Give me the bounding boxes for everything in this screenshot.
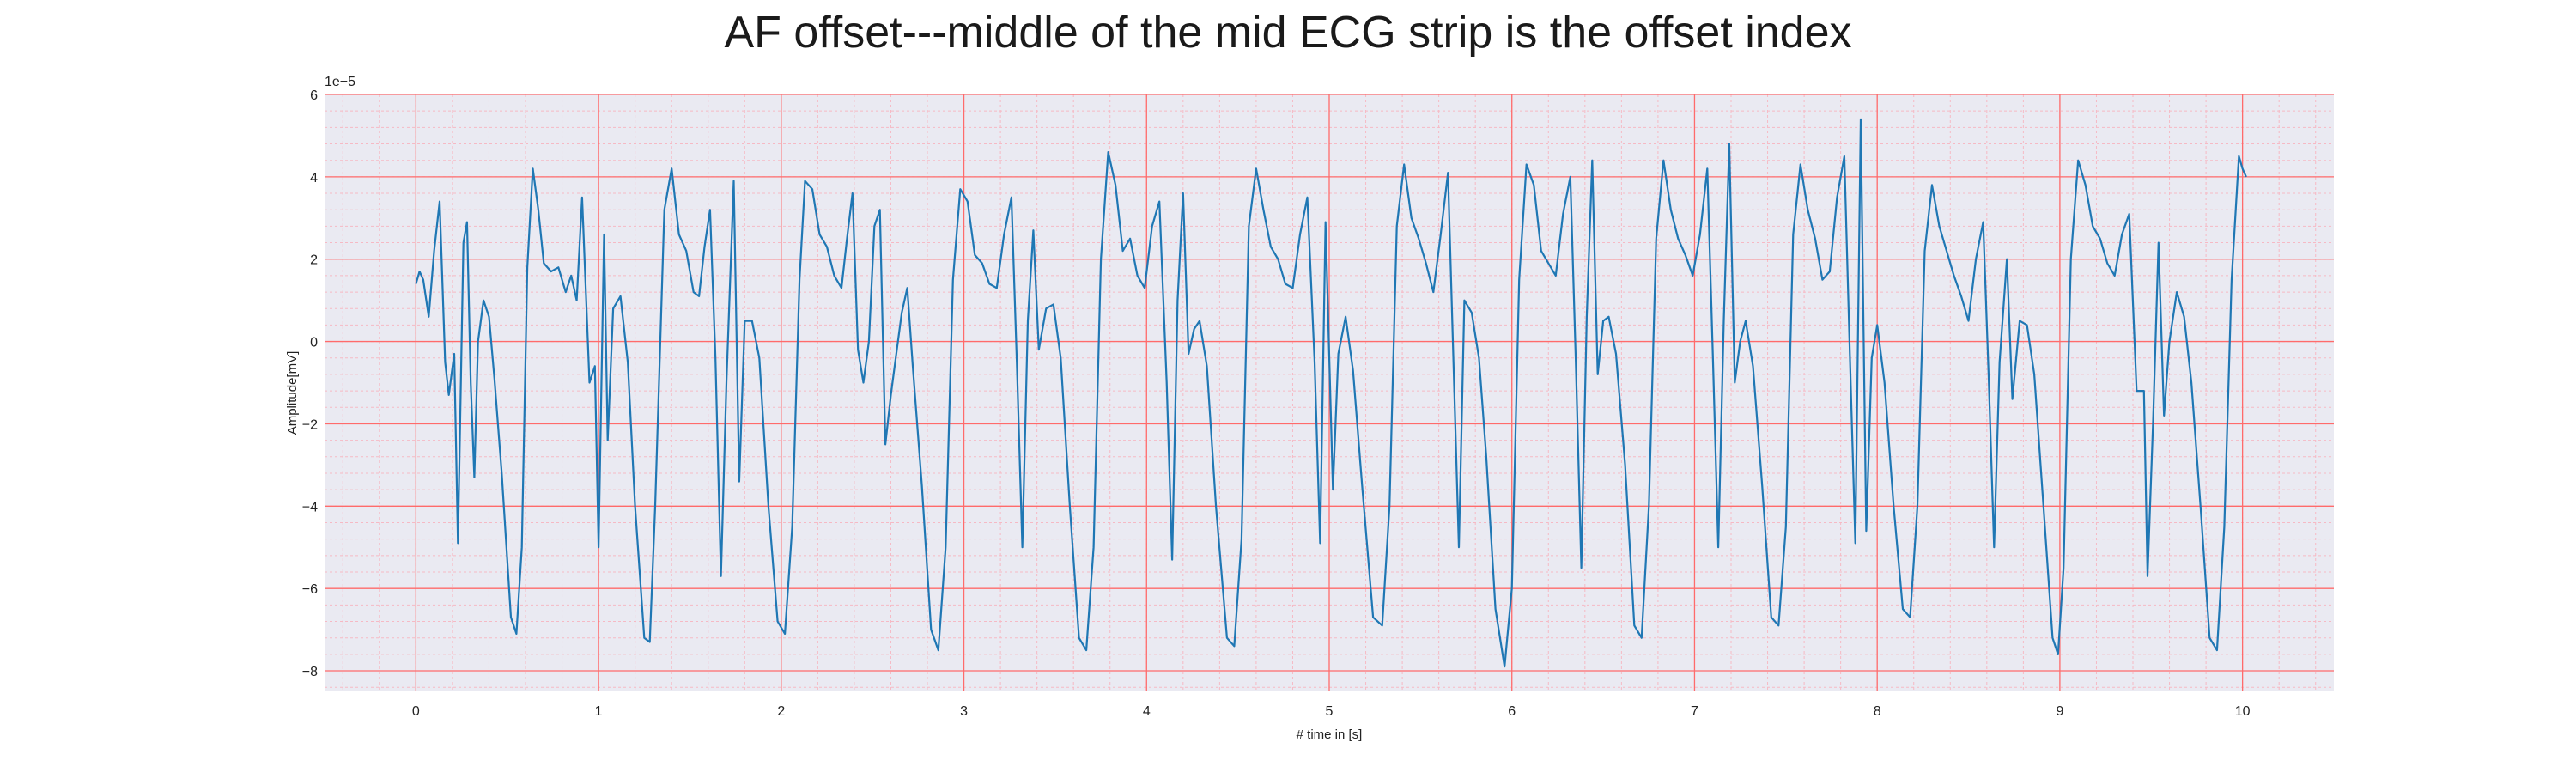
y-axis-ticks: −8 −6 −4 −2 0 2 4 6 [302, 88, 318, 679]
y-tick-label: 6 [310, 88, 318, 103]
x-axis-ticks: 0 1 2 3 4 5 6 7 8 9 10 [412, 704, 2251, 719]
chart-title: AF offset---middle of the mid ECG strip … [724, 8, 1852, 58]
x-tick-label: 9 [2056, 704, 2063, 719]
y-tick-label: −4 [302, 500, 318, 514]
x-tick-label: 2 [777, 704, 785, 719]
x-tick-label: 3 [960, 704, 968, 719]
x-tick-label: 0 [412, 704, 420, 719]
y-tick-label: −2 [302, 417, 318, 432]
x-axis-label: # time in [s] [1297, 727, 1363, 742]
x-tick-label: 5 [1326, 704, 1334, 719]
x-tick-label: 1 [595, 704, 603, 719]
y-tick-label: −8 [302, 665, 318, 679]
x-tick-label: 6 [1508, 704, 1516, 719]
y-tick-label: 0 [310, 336, 318, 350]
y-tick-label: −6 [302, 582, 318, 597]
x-tick-label: 7 [1691, 704, 1698, 719]
y-tick-label: 2 [310, 253, 318, 268]
x-tick-label: 4 [1143, 704, 1151, 719]
x-tick-label: 10 [2235, 704, 2251, 719]
ecg-signal-line [415, 118, 2247, 668]
y-tick-label: 4 [310, 171, 318, 186]
y-offset-label: 1e−5 [325, 75, 355, 89]
series-layer [415, 118, 2247, 668]
x-tick-label: 8 [1874, 704, 1881, 719]
y-axis-label: Amplitude[mV] [285, 351, 300, 435]
